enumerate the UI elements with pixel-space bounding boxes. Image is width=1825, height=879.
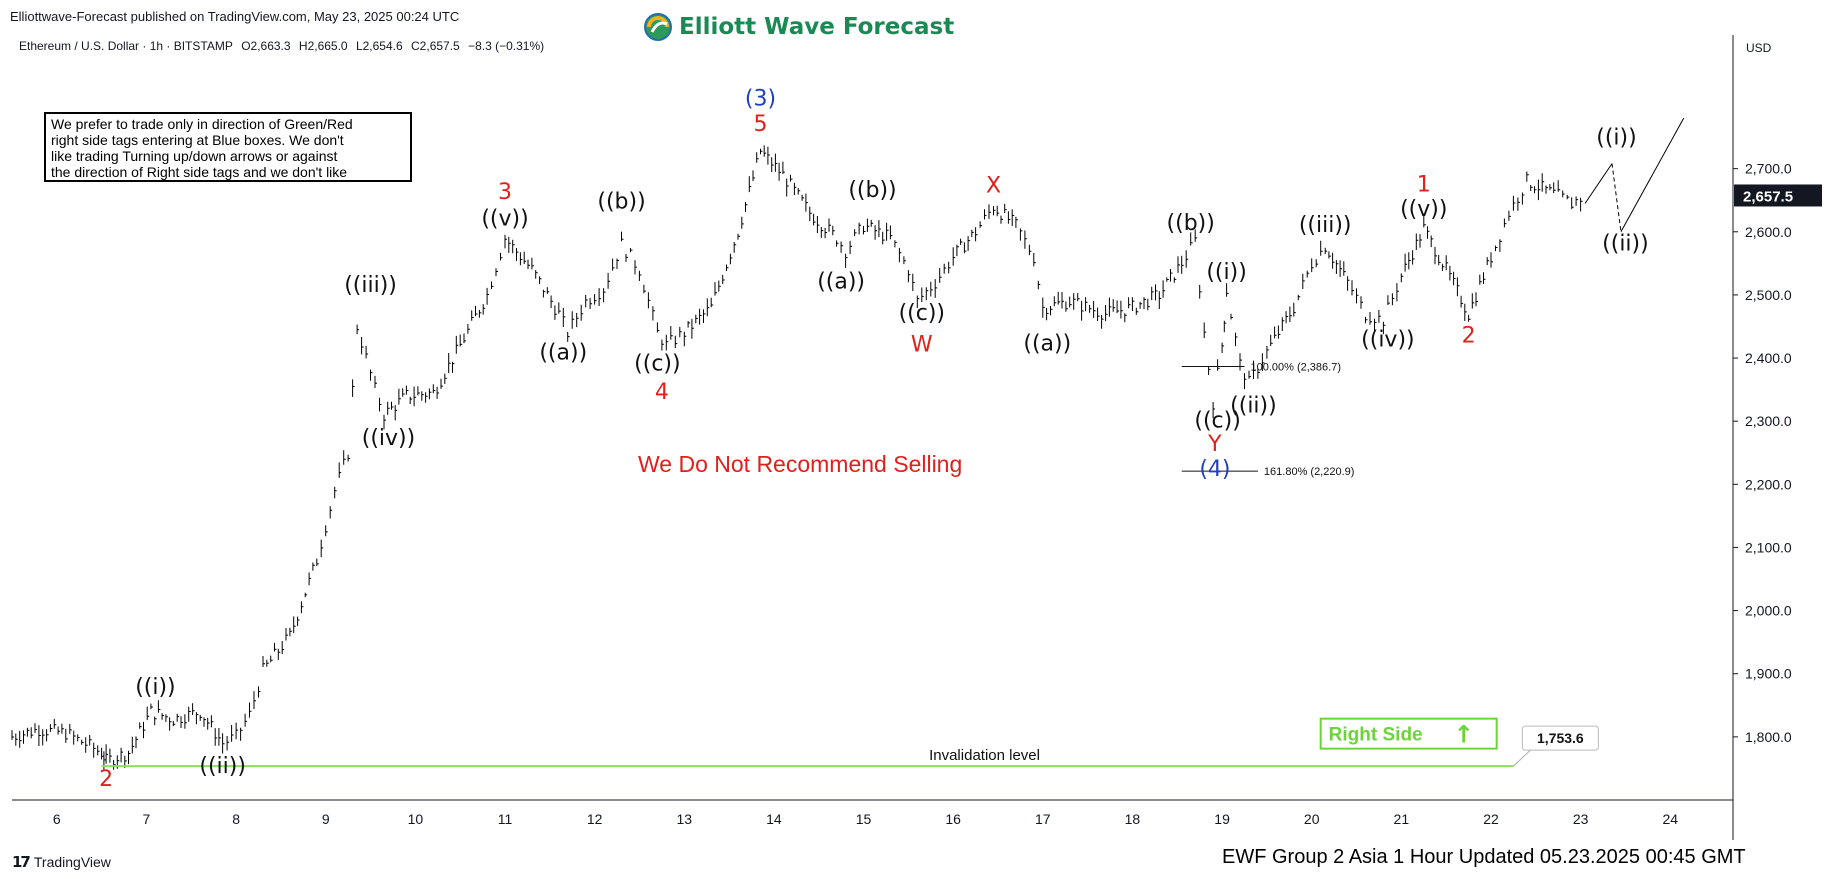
- y-tick-label: 2,600.0: [1745, 224, 1792, 240]
- brand-name: Elliott Wave Forecast: [679, 14, 955, 40]
- wave-label: ((b)): [848, 178, 896, 203]
- wave-label: ((c)): [899, 301, 945, 326]
- right-side-tag-box: [1319, 717, 1498, 750]
- wave-label: ((iv)): [1361, 328, 1414, 353]
- invalidation-label: Invalidation level: [929, 747, 1040, 764]
- published-by-text: Elliottwave-Forecast published on Tradin…: [10, 9, 460, 24]
- ohlc-low: L2,654.6: [355, 39, 403, 53]
- y-tick-label: 2,500.0: [1745, 287, 1792, 303]
- wave-label: ((i)): [1596, 126, 1636, 151]
- wave-label: 5: [753, 112, 767, 137]
- wave-label: ((iii)): [1299, 213, 1352, 238]
- wave-label: 3: [498, 180, 512, 205]
- x-tick-label: 18: [1125, 811, 1141, 827]
- tradingview-name: TradingView: [33, 854, 111, 870]
- y-tick-label: 2,300.0: [1745, 413, 1792, 429]
- y-tick-label: 2,400.0: [1745, 350, 1792, 366]
- symbol-name: Ethereum / U.S. Dollar · 1h · BITSTAMP: [19, 39, 233, 53]
- wave-label: (3): [745, 87, 776, 112]
- x-tick-label: 12: [587, 811, 603, 827]
- y-tick-label: 2,700.0: [1745, 161, 1792, 177]
- y-tick-label: 1,800.0: [1745, 729, 1792, 745]
- fib-level-label: 100.00% (2,386.7): [1250, 361, 1341, 373]
- projection-leg-down: [1611, 163, 1622, 232]
- projection-leg-rally: [1620, 117, 1685, 233]
- ohlc-change: −8.3 (−0.31%): [468, 39, 545, 53]
- up-arrow-icon: ↑: [1454, 721, 1474, 749]
- y-tick-label: 2,100.0: [1745, 539, 1792, 555]
- projection-leg-up: [1584, 163, 1613, 204]
- tradingview-logo[interactable]: 17 TradingView: [12, 853, 111, 871]
- callout-pointer: [1513, 749, 1543, 767]
- wave-label: ((iv)): [362, 426, 415, 451]
- x-tick-label: 17: [1035, 811, 1051, 827]
- wave-label: ((iii)): [344, 273, 397, 298]
- wave-label: Y: [1207, 432, 1222, 457]
- y-tick-label: 2,000.0: [1745, 603, 1792, 619]
- wave-label: ((ii)): [1230, 393, 1277, 418]
- x-tick-label: 9: [322, 811, 330, 827]
- last-price-tag: [1734, 184, 1822, 207]
- warning-text: We Do Not Recommend Selling: [638, 451, 962, 477]
- wave-label: ((v)): [1400, 197, 1447, 222]
- x-tick-label: 13: [676, 811, 692, 827]
- note-line: like trading Turning up/down arrows or a…: [51, 148, 338, 164]
- wave-label: ((c)): [634, 352, 680, 377]
- ohlc-high: H2,665.0: [298, 39, 348, 53]
- wave-label: ((b)): [1167, 211, 1215, 236]
- wave-label: ((i)): [135, 675, 175, 700]
- x-tick-label: 14: [766, 811, 782, 827]
- x-tick-label: 7: [143, 811, 151, 827]
- wave-label: 1: [1417, 172, 1431, 197]
- x-tick-label: 21: [1394, 811, 1410, 827]
- wave-label: ((ii)): [1602, 232, 1649, 257]
- right-side-tag-label: Right Side: [1329, 725, 1423, 746]
- currency-label: USD: [1746, 41, 1772, 55]
- wave-label: 2: [99, 767, 113, 792]
- x-tick-label: 22: [1483, 811, 1499, 827]
- wave-label: ((a)): [539, 340, 587, 365]
- x-tick-label: 10: [408, 811, 424, 827]
- fib-level-label: 161.80% (2,220.9): [1264, 466, 1355, 478]
- ohlc-close: C2,657.5: [411, 39, 460, 53]
- wave-label: ((v)): [481, 206, 528, 231]
- trading-note-box: We prefer to trade only in direction of …: [44, 112, 412, 182]
- ohlc-open: O2,663.3: [241, 39, 291, 53]
- update-footer: EWF Group 2 Asia 1 Hour Updated 05.23.20…: [1222, 846, 1746, 868]
- invalidation-value: 1,753.6: [1537, 730, 1584, 746]
- wave-label: ((a)): [1023, 331, 1071, 356]
- wave-label: (4): [1199, 457, 1230, 482]
- wave-label: ((a)): [817, 270, 865, 295]
- wave-label: ((c)): [1194, 409, 1240, 434]
- x-tick-label: 19: [1214, 811, 1230, 827]
- note-line: right side tags entering at Blue boxes. …: [51, 132, 344, 148]
- price-bars: [11, 145, 1583, 770]
- note-line: the direction of Right side tags and we …: [51, 164, 348, 180]
- x-tick-label: 24: [1662, 811, 1678, 827]
- brand-logo: Elliott Wave Forecast: [643, 10, 954, 44]
- x-tick-label: 15: [856, 811, 872, 827]
- wave-label: 4: [655, 380, 669, 405]
- y-tick-label: 1,900.0: [1745, 666, 1792, 682]
- wave-label: W: [911, 333, 933, 358]
- brand-globe-icon: [644, 13, 672, 41]
- invalidation-value-box: [1521, 725, 1599, 751]
- x-tick-label: 8: [232, 811, 240, 827]
- wave-label: 2: [1462, 323, 1476, 348]
- wave-label: ((i)): [1206, 260, 1246, 285]
- note-line: We prefer to trade only in direction of …: [51, 116, 353, 132]
- x-tick-label: 16: [945, 811, 961, 827]
- y-tick-label: 2,200.0: [1745, 476, 1792, 492]
- x-tick-label: 11: [498, 811, 513, 827]
- wave-label: ((ii)): [199, 754, 246, 779]
- wave-label: ((b)): [597, 189, 645, 214]
- tradingview-icon: 17: [12, 853, 31, 871]
- x-tick-label: 23: [1573, 811, 1589, 827]
- x-tick-label: 20: [1304, 811, 1320, 827]
- symbol-info: Ethereum / U.S. Dollar · 1h · BITSTAMP O…: [19, 39, 549, 53]
- wave-label: X: [986, 174, 1001, 199]
- x-tick-label: 6: [53, 811, 61, 827]
- last-price-label: 2,657.5: [1743, 188, 1793, 205]
